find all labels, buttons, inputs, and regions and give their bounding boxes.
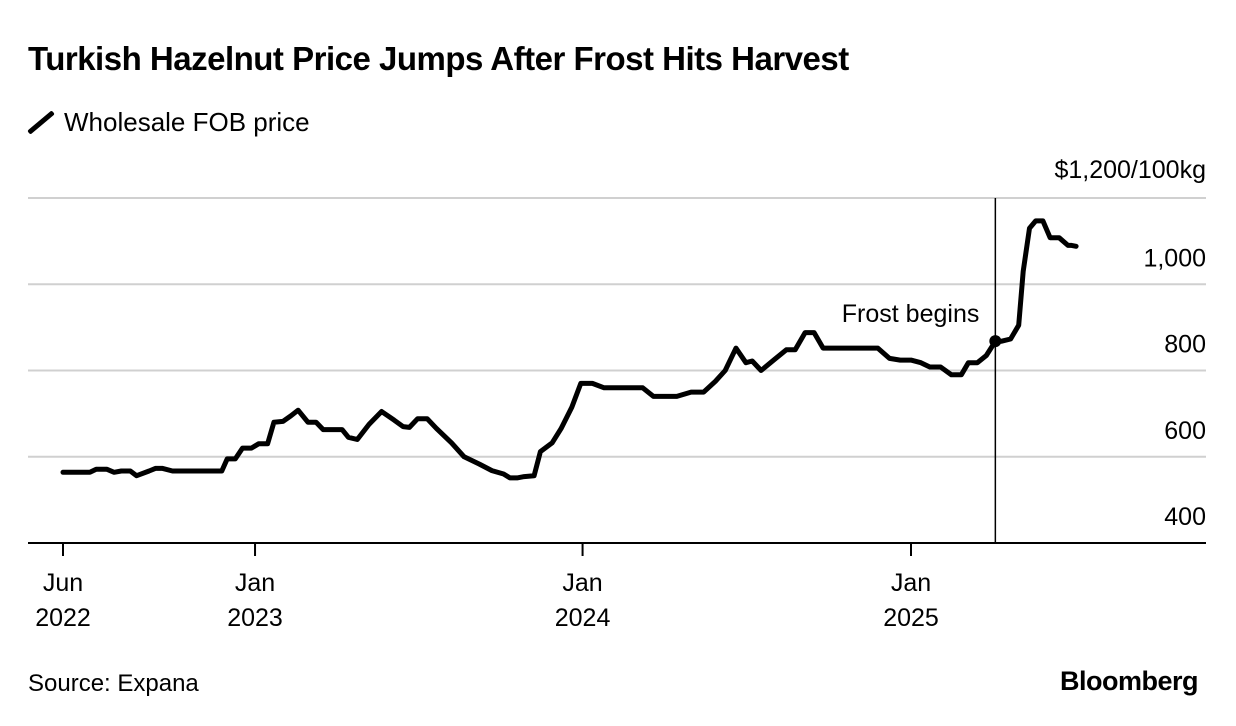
y-axis-labels: 400 600 800 1,000 $1,200/100kg	[1054, 156, 1206, 531]
x-tick-label-month: Jun	[43, 569, 83, 597]
x-tick-label-month: Jan	[235, 569, 275, 597]
x-tick-label-year: 2022	[35, 604, 91, 632]
legend-label: Wholesale FOB price	[64, 106, 310, 137]
price-series-line	[60, 218, 1079, 481]
x-tick-label-year: 2024	[555, 604, 611, 632]
y-tick-label: $1,200/100kg	[1054, 156, 1206, 184]
chart-title: Turkish Hazelnut Price Jumps After Frost…	[28, 40, 849, 77]
y-tick-label: 400	[1164, 503, 1206, 531]
y-tick-label: 600	[1164, 417, 1206, 445]
frost-point-marker	[989, 335, 1002, 348]
grid-lines	[28, 197, 1206, 458]
y-tick-label: 1,000	[1143, 244, 1206, 272]
annotation-group: Frost begins	[842, 198, 997, 543]
legend: Wholesale FOB price	[28, 104, 310, 140]
x-axis: Jun 2022 Jan 2023 Jan 2024 Jan 2025	[28, 542, 1206, 632]
x-tick-label-year: 2023	[227, 604, 283, 632]
bloomberg-logo: Bloomberg	[1059, 666, 1199, 696]
x-tick-label-month: Jan	[562, 569, 602, 597]
x-tick-label-month: Jan	[891, 569, 931, 597]
series-group	[60, 218, 1079, 481]
source-note: Source: Expana	[28, 670, 199, 697]
y-tick-label: 800	[1164, 331, 1206, 359]
frost-annotation-label: Frost begins	[842, 300, 980, 328]
x-tick-label-year: 2025	[883, 604, 939, 632]
